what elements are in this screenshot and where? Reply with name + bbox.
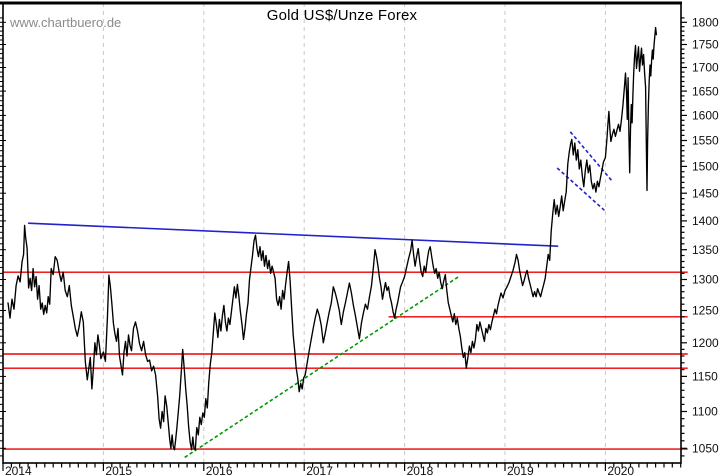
- x-axis-label: 2014: [5, 464, 32, 476]
- y-axis-label: 1450: [692, 186, 719, 200]
- x-axis-label: 2019: [507, 464, 534, 476]
- y-axis-label: 1650: [692, 84, 719, 98]
- x-axis-label: 2015: [105, 464, 132, 476]
- y-axis-label: 1200: [692, 336, 719, 350]
- trendline-flag-upper: [569, 131, 613, 181]
- trendline-flag-lower: [556, 167, 605, 211]
- trendline-long-downtrend: [28, 222, 559, 247]
- y-axis-label: 1300: [692, 273, 719, 287]
- y-axis-label: 1100: [692, 405, 718, 419]
- chart-title: Gold US$/Unze Forex: [266, 7, 418, 24]
- x-axis-label: 2020: [607, 464, 634, 476]
- y-axis-label: 1600: [692, 109, 719, 123]
- price-line: [7, 26, 658, 451]
- y-axis-label: 1700: [692, 61, 719, 75]
- x-axis-label: 2016: [206, 464, 233, 476]
- trendline-uptrend-2016-18: [184, 275, 461, 459]
- x-axis-label: 2017: [306, 464, 333, 476]
- y-axis-label: 1050: [692, 442, 719, 456]
- plot-frame: [2, 2, 682, 464]
- y-axis-label: 1800: [692, 16, 719, 30]
- watermark: www.chartbuero.de: [10, 15, 122, 30]
- y-axis-label: 1250: [692, 304, 719, 318]
- y-axis-label: 1500: [692, 160, 719, 174]
- y-axis-label: 1550: [692, 134, 719, 148]
- y-axis-label: 1150: [692, 370, 718, 384]
- y-axis-label: 1350: [692, 243, 719, 257]
- x-axis-label: 2018: [407, 464, 434, 476]
- y-axis-label: 1750: [692, 38, 719, 52]
- y-axis-label: 1400: [692, 214, 719, 228]
